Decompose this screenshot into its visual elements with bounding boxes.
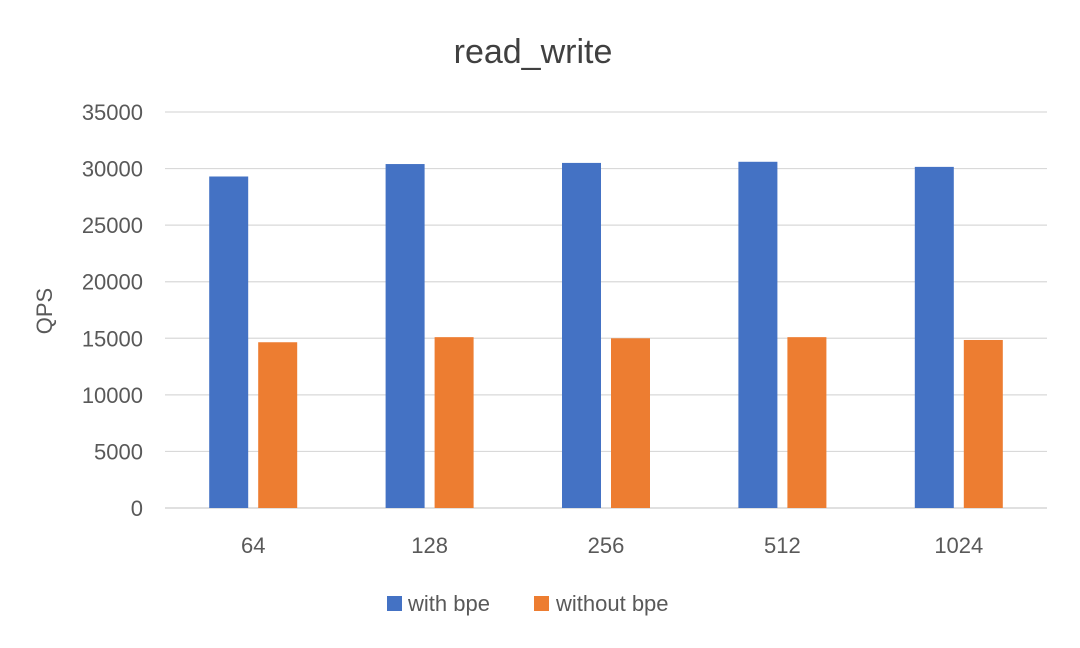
y-tick-label: 10000	[82, 383, 143, 408]
bar-with-bpe-128	[385, 164, 425, 508]
y-axis-ticks: 0 5000 10000 15000 20000 25000 30000 35000	[82, 100, 143, 521]
bar-with-bpe-256	[562, 162, 601, 508]
x-tick-label: 128	[411, 533, 448, 558]
legend-label: with bpe	[407, 591, 490, 616]
y-tick-label: 5000	[94, 439, 143, 464]
bar-without-bpe-128	[434, 337, 474, 508]
grid-lines	[165, 111, 1047, 509]
bar-with-bpe-64	[209, 176, 249, 508]
x-tick-label: 256	[588, 533, 625, 558]
bar-without-bpe-256	[611, 338, 650, 508]
x-axis-ticks: 64 128 256 512 1024	[241, 533, 983, 558]
x-tick-label: 64	[241, 533, 265, 558]
bar-with-bpe-1024	[914, 166, 954, 509]
y-tick-label: 0	[131, 496, 143, 521]
bar-without-bpe-512	[787, 337, 827, 508]
bar-with-bpe-512	[738, 161, 778, 509]
x-tick-label: 512	[764, 533, 801, 558]
chart-title: read_write	[454, 33, 613, 71]
y-tick-label: 30000	[82, 157, 143, 182]
y-tick-label: 35000	[82, 100, 143, 125]
y-tick-label: 25000	[82, 213, 143, 238]
y-axis-label: QPS	[32, 288, 57, 334]
bar-without-bpe-1024	[963, 339, 1003, 508]
legend: with bpe without bpe	[387, 591, 669, 616]
legend-swatch	[534, 596, 549, 611]
x-tick-label: 1024	[934, 533, 983, 558]
y-tick-label: 20000	[82, 270, 143, 295]
bars	[209, 161, 1003, 509]
y-tick-label: 15000	[82, 326, 143, 351]
legend-label: without bpe	[555, 591, 669, 616]
bar-without-bpe-64	[258, 342, 298, 508]
legend-swatch	[387, 596, 402, 611]
